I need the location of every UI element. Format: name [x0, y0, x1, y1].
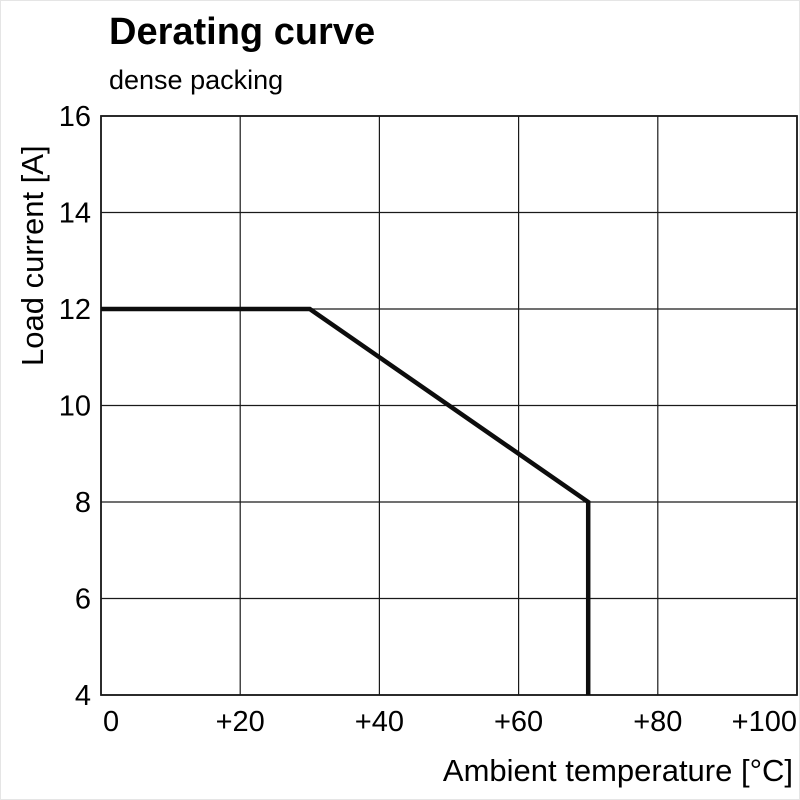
chart-title: Derating curve: [109, 11, 376, 53]
x-tick-label: +40: [355, 706, 404, 738]
x-tick-label: +100: [732, 706, 797, 738]
x-tick-label: +60: [494, 706, 543, 738]
chart-subtitle: dense packing: [109, 65, 284, 95]
y-tick-label: 8: [75, 487, 91, 519]
x-tick-label: +80: [633, 706, 682, 738]
y-tick-label: 6: [75, 584, 91, 616]
x-axis-label: Ambient temperature [°C]: [442, 753, 793, 788]
y-tick-label: 12: [59, 294, 91, 326]
y-tick-label: 10: [59, 391, 91, 423]
x-tick-label: 0: [103, 706, 119, 738]
y-tick-label: 16: [59, 101, 91, 133]
series-derating-curve-dense-packing: [101, 306, 591, 695]
y-tick-label: 4: [75, 680, 91, 712]
x-tick-label: +20: [216, 706, 265, 738]
y-tick-label: 14: [59, 198, 91, 230]
plot-frame: [100, 115, 798, 696]
